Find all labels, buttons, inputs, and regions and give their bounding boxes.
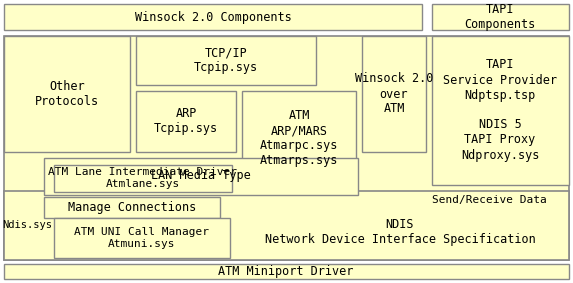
Bar [136,36,316,85]
Bar [432,36,569,185]
Bar [242,91,356,185]
Text: ATM Lane Intermediate Driver
Atmlane.sys: ATM Lane Intermediate Driver Atmlane.sys [49,167,237,189]
Bar [4,36,130,152]
Text: TAPI
Components: TAPI Components [464,3,536,31]
Text: TAPI
Service Provider
Ndptsp.tsp

NDIS 5
TAPI Proxy
Ndproxy.sys: TAPI Service Provider Ndptsp.tsp NDIS 5 … [443,59,557,162]
Text: Send/Receive Data: Send/Receive Data [432,195,547,205]
Text: Other
Protocols: Other Protocols [35,80,99,108]
Text: TCP/IP
Tcpip.sys: TCP/IP Tcpip.sys [194,46,258,74]
Text: Winsock 2.0
over
ATM: Winsock 2.0 over ATM [355,72,433,115]
Bar [4,191,569,260]
Bar [362,36,426,152]
Bar [432,4,569,30]
Bar [54,165,232,192]
Bar [4,36,569,260]
Text: Manage Connections: Manage Connections [68,200,196,213]
Text: ARP
Tcpip.sys: ARP Tcpip.sys [154,107,218,135]
Bar [54,218,230,258]
Text: ATM UNI Call Manager
Atmuni.sys: ATM UNI Call Manager Atmuni.sys [74,227,210,249]
Text: Winsock 2.0 Components: Winsock 2.0 Components [135,10,292,23]
Bar [4,4,422,30]
Bar [44,158,358,195]
Bar [4,264,569,279]
Text: Ndis.sys: Ndis.sys [2,220,52,230]
Text: ATM Miniport Driver: ATM Miniport Driver [218,265,354,278]
Text: ATM
ARP/MARS
Atmarpc.sys
Atmarps.sys: ATM ARP/MARS Atmarpc.sys Atmarps.sys [260,109,338,167]
Bar [136,91,236,152]
Bar [44,197,220,218]
Text: LAN Media Type: LAN Media Type [151,170,251,183]
Text: NDIS
Network Device Interface Specification: NDIS Network Device Interface Specificat… [265,218,535,246]
